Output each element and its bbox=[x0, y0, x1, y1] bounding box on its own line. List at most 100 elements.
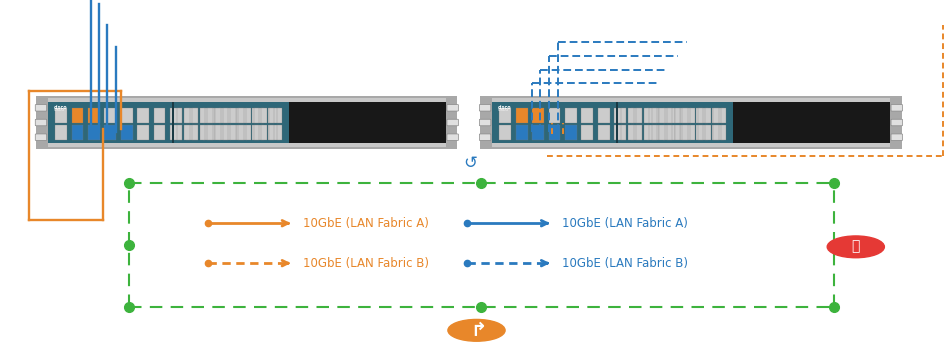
FancyBboxPatch shape bbox=[613, 125, 625, 140]
FancyBboxPatch shape bbox=[666, 125, 672, 140]
FancyBboxPatch shape bbox=[689, 108, 695, 123]
FancyBboxPatch shape bbox=[712, 108, 718, 123]
FancyBboxPatch shape bbox=[491, 102, 889, 143]
FancyBboxPatch shape bbox=[646, 125, 658, 140]
FancyBboxPatch shape bbox=[88, 125, 100, 140]
Circle shape bbox=[447, 319, 505, 341]
FancyBboxPatch shape bbox=[679, 125, 691, 140]
FancyBboxPatch shape bbox=[200, 108, 205, 123]
FancyBboxPatch shape bbox=[261, 108, 267, 123]
Text: cisco: cisco bbox=[53, 105, 67, 110]
FancyBboxPatch shape bbox=[479, 105, 490, 111]
FancyBboxPatch shape bbox=[627, 108, 633, 123]
FancyBboxPatch shape bbox=[565, 125, 576, 140]
FancyBboxPatch shape bbox=[663, 108, 674, 123]
FancyBboxPatch shape bbox=[446, 105, 458, 111]
FancyBboxPatch shape bbox=[651, 108, 656, 123]
FancyBboxPatch shape bbox=[105, 108, 116, 123]
FancyBboxPatch shape bbox=[268, 125, 274, 140]
FancyBboxPatch shape bbox=[636, 108, 641, 123]
FancyBboxPatch shape bbox=[48, 102, 446, 143]
FancyBboxPatch shape bbox=[171, 102, 174, 143]
FancyBboxPatch shape bbox=[890, 119, 902, 126]
FancyBboxPatch shape bbox=[890, 105, 902, 111]
FancyBboxPatch shape bbox=[246, 125, 251, 140]
Text: ↱: ↱ bbox=[469, 321, 486, 340]
FancyBboxPatch shape bbox=[682, 125, 687, 140]
FancyBboxPatch shape bbox=[251, 108, 264, 123]
FancyBboxPatch shape bbox=[187, 108, 198, 123]
FancyBboxPatch shape bbox=[712, 125, 718, 140]
FancyBboxPatch shape bbox=[268, 108, 280, 123]
FancyBboxPatch shape bbox=[268, 108, 274, 123]
FancyBboxPatch shape bbox=[192, 125, 197, 140]
FancyBboxPatch shape bbox=[732, 102, 889, 143]
FancyBboxPatch shape bbox=[499, 125, 510, 140]
FancyBboxPatch shape bbox=[71, 108, 84, 123]
FancyBboxPatch shape bbox=[480, 96, 901, 149]
FancyBboxPatch shape bbox=[704, 125, 710, 140]
FancyBboxPatch shape bbox=[491, 143, 889, 147]
FancyBboxPatch shape bbox=[137, 108, 149, 123]
FancyBboxPatch shape bbox=[55, 108, 67, 123]
Text: cisco: cisco bbox=[497, 105, 510, 110]
FancyBboxPatch shape bbox=[663, 125, 674, 140]
FancyBboxPatch shape bbox=[253, 108, 259, 123]
FancyBboxPatch shape bbox=[215, 125, 221, 140]
FancyBboxPatch shape bbox=[55, 125, 67, 140]
FancyBboxPatch shape bbox=[219, 108, 230, 123]
FancyBboxPatch shape bbox=[88, 108, 100, 123]
Circle shape bbox=[826, 236, 883, 258]
FancyBboxPatch shape bbox=[674, 125, 680, 140]
Text: 10GbE (LAN Fabric A): 10GbE (LAN Fabric A) bbox=[562, 217, 687, 230]
FancyBboxPatch shape bbox=[581, 125, 592, 140]
FancyBboxPatch shape bbox=[223, 108, 228, 123]
FancyBboxPatch shape bbox=[565, 108, 576, 123]
Text: 10GbE (LAN Fabric B): 10GbE (LAN Fabric B) bbox=[303, 257, 428, 270]
FancyBboxPatch shape bbox=[531, 108, 544, 123]
FancyBboxPatch shape bbox=[48, 143, 446, 147]
FancyBboxPatch shape bbox=[238, 125, 244, 140]
FancyBboxPatch shape bbox=[121, 108, 132, 123]
FancyBboxPatch shape bbox=[261, 125, 267, 140]
FancyBboxPatch shape bbox=[219, 125, 230, 140]
FancyBboxPatch shape bbox=[192, 108, 197, 123]
FancyBboxPatch shape bbox=[659, 125, 664, 140]
FancyBboxPatch shape bbox=[666, 108, 672, 123]
FancyBboxPatch shape bbox=[235, 125, 248, 140]
FancyBboxPatch shape bbox=[276, 108, 282, 123]
FancyBboxPatch shape bbox=[208, 125, 212, 140]
FancyBboxPatch shape bbox=[682, 108, 687, 123]
FancyBboxPatch shape bbox=[597, 125, 609, 140]
FancyBboxPatch shape bbox=[515, 125, 527, 140]
FancyBboxPatch shape bbox=[176, 125, 182, 140]
FancyBboxPatch shape bbox=[630, 108, 642, 123]
FancyBboxPatch shape bbox=[548, 125, 560, 140]
Text: ↺: ↺ bbox=[463, 154, 476, 172]
FancyBboxPatch shape bbox=[704, 108, 710, 123]
FancyBboxPatch shape bbox=[531, 125, 544, 140]
FancyBboxPatch shape bbox=[689, 125, 695, 140]
Text: 10GbE (LAN Fabric A): 10GbE (LAN Fabric A) bbox=[303, 217, 428, 230]
FancyBboxPatch shape bbox=[230, 108, 236, 123]
FancyBboxPatch shape bbox=[35, 134, 47, 140]
FancyBboxPatch shape bbox=[153, 125, 166, 140]
FancyBboxPatch shape bbox=[208, 108, 212, 123]
FancyBboxPatch shape bbox=[697, 108, 703, 123]
FancyBboxPatch shape bbox=[35, 119, 47, 126]
FancyBboxPatch shape bbox=[200, 125, 205, 140]
FancyBboxPatch shape bbox=[646, 108, 658, 123]
FancyBboxPatch shape bbox=[644, 108, 648, 123]
FancyBboxPatch shape bbox=[35, 105, 47, 111]
FancyBboxPatch shape bbox=[630, 125, 642, 140]
FancyBboxPatch shape bbox=[491, 98, 889, 102]
FancyBboxPatch shape bbox=[651, 125, 656, 140]
FancyBboxPatch shape bbox=[597, 108, 609, 123]
FancyBboxPatch shape bbox=[548, 108, 560, 123]
FancyBboxPatch shape bbox=[176, 108, 182, 123]
FancyBboxPatch shape bbox=[695, 125, 707, 140]
FancyBboxPatch shape bbox=[187, 125, 198, 140]
FancyBboxPatch shape bbox=[253, 125, 259, 140]
FancyBboxPatch shape bbox=[636, 125, 641, 140]
FancyBboxPatch shape bbox=[137, 125, 149, 140]
